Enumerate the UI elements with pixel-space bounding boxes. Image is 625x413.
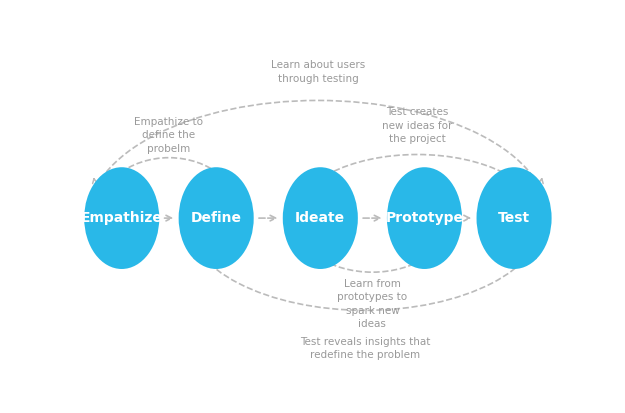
Text: Test reveals insights that
redefine the problem: Test reveals insights that redefine the …	[300, 337, 430, 360]
Ellipse shape	[387, 167, 462, 269]
Text: Empathize to
define the
probelm: Empathize to define the probelm	[134, 117, 204, 154]
Text: Test: Test	[498, 211, 530, 225]
Text: Define: Define	[191, 211, 242, 225]
Ellipse shape	[282, 167, 358, 269]
Text: Learn about users
through testing: Learn about users through testing	[271, 60, 365, 83]
Ellipse shape	[476, 167, 552, 269]
Text: Test creates
new ideas for
the project: Test creates new ideas for the project	[382, 107, 452, 145]
Text: Ideate: Ideate	[295, 211, 346, 225]
Text: Prototype: Prototype	[386, 211, 464, 225]
Text: Empathize: Empathize	[81, 211, 162, 225]
Ellipse shape	[179, 167, 254, 269]
Ellipse shape	[84, 167, 159, 269]
Text: Learn from
prototypes to
spark new
ideas: Learn from prototypes to spark new ideas	[338, 278, 408, 330]
